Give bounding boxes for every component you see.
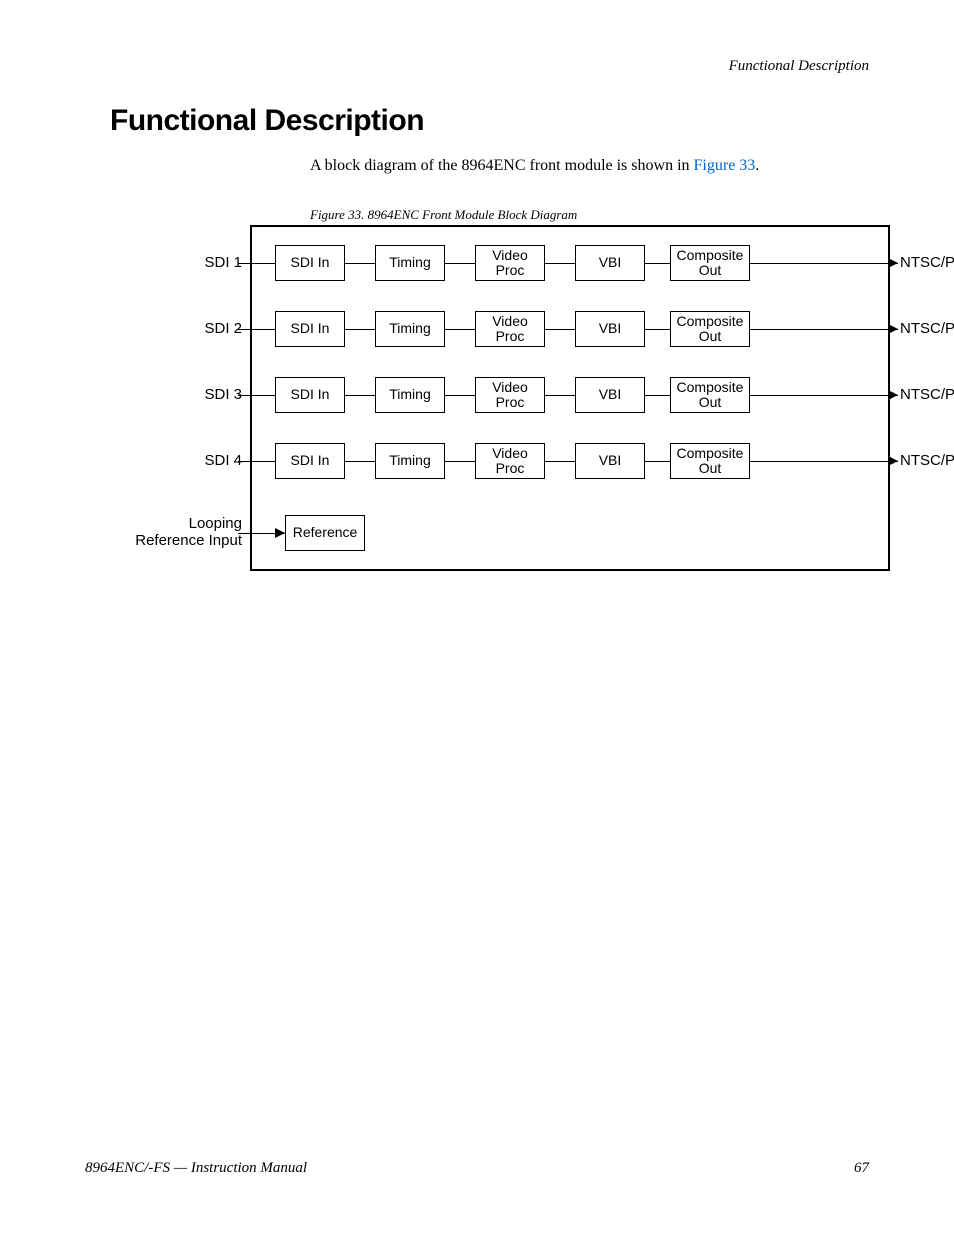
connector-line — [750, 395, 898, 396]
arrow-icon — [888, 324, 898, 334]
connector-line — [750, 263, 898, 264]
reference-block: Reference — [285, 515, 365, 551]
output-label: NTSC/PAL 2 — [900, 320, 954, 337]
connector-line — [238, 263, 275, 264]
diagram-block: VBI — [575, 443, 645, 479]
intro-paragraph: A block diagram of the 8964ENC front mod… — [310, 157, 759, 175]
footer-manual-title: 8964ENC/-FS — Instruction Manual — [85, 1160, 307, 1177]
connector-line — [645, 461, 670, 462]
diagram-block: Video Proc — [475, 377, 545, 413]
figure-link[interactable]: Figure 33 — [694, 157, 756, 174]
intro-suffix: . — [755, 157, 759, 174]
diagram-block: SDI In — [275, 443, 345, 479]
connector-line — [345, 395, 375, 396]
section-heading: Functional Description — [110, 104, 424, 138]
connector-line — [445, 395, 475, 396]
arrow-icon — [888, 390, 898, 400]
connector-line — [238, 395, 275, 396]
connector-line — [645, 329, 670, 330]
arrow-icon — [888, 258, 898, 268]
connector-line — [545, 329, 575, 330]
connector-line — [545, 263, 575, 264]
connector-line — [750, 461, 898, 462]
footer-page-number: 67 — [854, 1160, 869, 1177]
diagram-block: Timing — [375, 443, 445, 479]
input-label: SDI 1 — [132, 254, 242, 271]
diagram-block: Composite Out — [670, 311, 750, 347]
block-diagram: SDI 1 SDI In Timing Video Proc VBI Composite … — [130, 225, 890, 575]
diagram-block: SDI In — [275, 377, 345, 413]
figure-caption: Figure 33. 8964ENC Front Module Block Di… — [310, 207, 577, 223]
page-header: Functional Description — [729, 58, 869, 75]
arrow-icon — [275, 528, 285, 538]
connector-line — [345, 329, 375, 330]
connector-line — [445, 263, 475, 264]
output-label: NTSC/PAL 4 — [900, 452, 954, 469]
connector-line — [238, 329, 275, 330]
arrow-icon — [888, 456, 898, 466]
connector-line — [445, 329, 475, 330]
intro-prefix: A block diagram of the 8964ENC front mod… — [310, 157, 694, 174]
diagram-block: Composite Out — [670, 377, 750, 413]
connector-line — [345, 461, 375, 462]
connector-line — [445, 461, 475, 462]
input-label: SDI 3 — [132, 386, 242, 403]
connector-line — [750, 329, 898, 330]
connector-line — [645, 395, 670, 396]
diagram-block: Timing — [375, 311, 445, 347]
diagram-block: VBI — [575, 311, 645, 347]
input-label: SDI 4 — [132, 452, 242, 469]
diagram-block: Video Proc — [475, 443, 545, 479]
diagram-block: Video Proc — [475, 245, 545, 281]
diagram-block: SDI In — [275, 311, 345, 347]
connector-line — [345, 263, 375, 264]
connector-line — [545, 461, 575, 462]
diagram-block: VBI — [575, 245, 645, 281]
diagram-block: Composite Out — [670, 245, 750, 281]
output-label: NTSC/PAL 3 — [900, 386, 954, 403]
output-label: NTSC/PAL 1 — [900, 254, 954, 271]
connector-line — [645, 263, 670, 264]
connector-line — [545, 395, 575, 396]
diagram-block: Timing — [375, 245, 445, 281]
reference-input-label: Looping Reference Input — [132, 515, 242, 550]
diagram-block: SDI In — [275, 245, 345, 281]
diagram-block: VBI — [575, 377, 645, 413]
diagram-block: Timing — [375, 377, 445, 413]
input-label: SDI 2 — [132, 320, 242, 337]
connector-line — [238, 461, 275, 462]
diagram-block: Composite Out — [670, 443, 750, 479]
diagram-block: Video Proc — [475, 311, 545, 347]
